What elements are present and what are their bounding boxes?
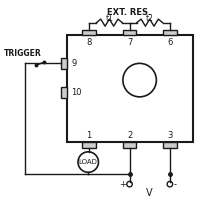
Text: EXT. RES.: EXT. RES. [107, 8, 152, 17]
Bar [163, 142, 177, 148]
Text: 6: 6 [167, 38, 173, 47]
Text: t2: t2 [146, 14, 154, 23]
Text: 7: 7 [127, 38, 132, 47]
Bar [61, 58, 67, 69]
Text: 2: 2 [127, 131, 132, 140]
Bar [163, 30, 177, 35]
Text: -: - [174, 180, 177, 189]
Bar [61, 87, 67, 98]
Text: 10: 10 [71, 88, 82, 97]
Text: V: V [146, 188, 153, 198]
Text: TRIGGER: TRIGGER [4, 49, 41, 58]
Text: +: + [119, 180, 126, 189]
Text: 9: 9 [71, 59, 77, 68]
Bar [123, 30, 136, 35]
Text: LOAD: LOAD [79, 159, 98, 165]
Bar [82, 142, 96, 148]
Text: t1: t1 [105, 14, 113, 23]
Bar [67, 35, 193, 142]
Text: 8: 8 [87, 38, 92, 47]
Bar [82, 30, 96, 35]
Bar [123, 142, 136, 148]
Text: 1: 1 [87, 131, 92, 140]
Text: 3: 3 [167, 131, 173, 140]
